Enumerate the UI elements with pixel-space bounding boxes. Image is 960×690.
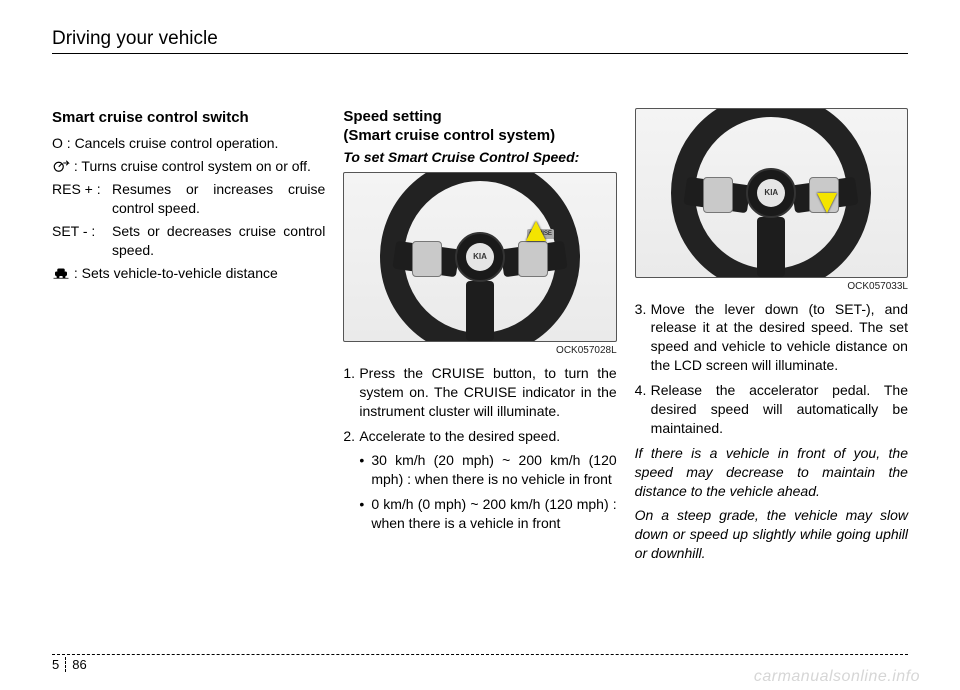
def-label: O : xyxy=(52,134,71,153)
steering-wheel-graphic: KIA xyxy=(671,108,871,278)
step-2: 2. Accelerate to the desired speed. xyxy=(343,427,616,446)
bullet-text: 30 km/h (20 mph) ~ 200 km/h (120 mph) : … xyxy=(371,451,616,489)
figure-caption: OCK057033L xyxy=(635,280,908,294)
car-distance-icon xyxy=(52,264,70,283)
chapter-number: 5 xyxy=(52,657,66,672)
step-list: 3. Move the lever down (to SET-), and re… xyxy=(635,300,908,438)
step-4: 4. Release the accelerator pedal. The de… xyxy=(635,381,908,438)
steering-wheel-graphic: KIA CRUISE xyxy=(380,172,580,342)
arrow-up-icon xyxy=(526,221,546,241)
step-number: 2. xyxy=(343,427,359,446)
title-line2: (Smart cruise control system) xyxy=(343,127,555,144)
step-3: 3. Move the lever down (to SET-), and re… xyxy=(635,300,908,376)
title-line1: Speed setting xyxy=(343,108,441,125)
def-text: Sets or decreases cruise control speed. xyxy=(112,222,325,260)
figure-cruise-button: KIA CRUISE xyxy=(343,172,616,342)
watermark: carmanualsonline.info xyxy=(754,668,920,686)
column-1: Smart cruise control switch O : Cancels … xyxy=(52,108,325,630)
step-number: 1. xyxy=(343,364,359,421)
step-number: 3. xyxy=(635,300,651,376)
figure-caption: OCK057028L xyxy=(343,344,616,358)
column-3: KIA OCK057033L 3. Move the lever down (t… xyxy=(635,108,908,630)
step-number: 4. xyxy=(635,381,651,438)
hub-badge: KIA xyxy=(466,243,494,271)
content-area: Smart cruise control switch O : Cancels … xyxy=(52,108,908,630)
subtitle-em: To set Smart Cruise Control Speed: xyxy=(343,148,616,167)
page-number-value: 86 xyxy=(72,657,86,672)
def-text: : Sets vehicle-to-vehicle distance xyxy=(74,264,325,283)
def-text: : Turns cruise control system on or off. xyxy=(74,157,325,176)
footer-rule xyxy=(52,654,908,655)
page-header: Driving your vehicle xyxy=(52,28,908,54)
def-res: RES + : Resumes or increases cruise cont… xyxy=(52,180,325,218)
speed-range-list: 30 km/h (20 mph) ~ 200 km/h (120 mph) : … xyxy=(359,451,616,533)
def-text: Resumes or increases cruise control spee… xyxy=(112,180,325,218)
def-set: SET - : Sets or decreases cruise control… xyxy=(52,222,325,260)
note-text: If there is a vehicle in front of you, t… xyxy=(635,444,908,501)
header-title: Driving your vehicle xyxy=(52,28,908,52)
step-text: Press the CRUISE button, to turn the sys… xyxy=(359,364,616,421)
header-rule xyxy=(52,53,908,54)
def-distance: : Sets vehicle-to-vehicle distance xyxy=(52,264,325,283)
def-text: Cancels cruise control operation. xyxy=(75,134,326,153)
step-text: Release the accelerator pedal. The desir… xyxy=(651,381,908,438)
bullet-item: 0 km/h (0 mph) ~ 200 km/h (120 mph) : wh… xyxy=(359,495,616,533)
step-1: 1. Press the CRUISE button, to turn the … xyxy=(343,364,616,421)
arrow-down-icon xyxy=(817,193,837,213)
def-label: SET - : xyxy=(52,222,112,241)
column-2: Speed setting (Smart cruise control syst… xyxy=(343,108,616,630)
step-text: Move the lever down (to SET-), and relea… xyxy=(651,300,908,376)
note-text: On a steep grade, the vehicle may slow d… xyxy=(635,506,908,563)
section-title-speed: Speed setting (Smart cruise control syst… xyxy=(343,108,616,146)
section-title-switch: Smart cruise control switch xyxy=(52,108,325,128)
definition-list: O : Cancels cruise control operation. : … xyxy=(52,134,325,282)
step-text: Accelerate to the desired speed. xyxy=(359,427,616,446)
bullet-text: 0 km/h (0 mph) ~ 200 km/h (120 mph) : wh… xyxy=(371,495,616,533)
bullet-item: 30 km/h (20 mph) ~ 200 km/h (120 mph) : … xyxy=(359,451,616,489)
hub-badge: KIA xyxy=(757,179,785,207)
def-cruise-toggle: : Turns cruise control system on or off. xyxy=(52,157,325,176)
def-cancel: O : Cancels cruise control operation. xyxy=(52,134,325,153)
cruise-icon xyxy=(52,157,70,176)
step-list: 1. Press the CRUISE button, to turn the … xyxy=(343,364,616,446)
def-label: RES + : xyxy=(52,180,112,199)
figure-set-lever: KIA xyxy=(635,108,908,278)
